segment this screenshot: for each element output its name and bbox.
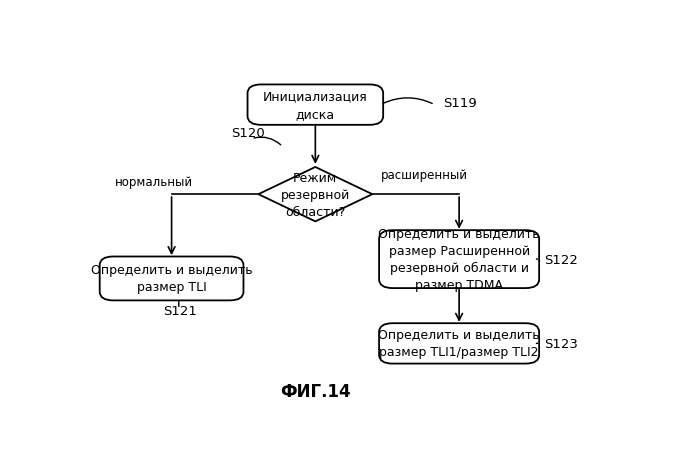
Text: S119: S119: [443, 97, 477, 110]
Text: S122: S122: [545, 253, 578, 266]
Text: расширенный: расширенный: [381, 169, 468, 182]
FancyBboxPatch shape: [379, 324, 539, 364]
FancyBboxPatch shape: [379, 231, 539, 288]
Text: S121: S121: [163, 304, 197, 317]
Text: ФИГ.14: ФИГ.14: [280, 382, 351, 400]
Text: Определить и выделить
размер Расширенной
резервной области и
размер TDMA: Определить и выделить размер Расширенной…: [378, 228, 540, 292]
Text: S123: S123: [545, 337, 578, 350]
Text: Определить и выделить
размер TLI1/размер TLI2: Определить и выделить размер TLI1/размер…: [378, 329, 540, 359]
FancyBboxPatch shape: [99, 257, 244, 301]
Polygon shape: [258, 167, 372, 222]
Text: S120: S120: [231, 127, 265, 140]
Text: Определить и выделить
размер TLI: Определить и выделить размер TLI: [91, 264, 253, 294]
Text: Инициализация
диска: Инициализация диска: [263, 91, 368, 121]
FancyBboxPatch shape: [248, 85, 383, 126]
Text: нормальный: нормальный: [116, 176, 193, 189]
Text: Режим
резервной
области?: Режим резервной области?: [281, 171, 350, 218]
